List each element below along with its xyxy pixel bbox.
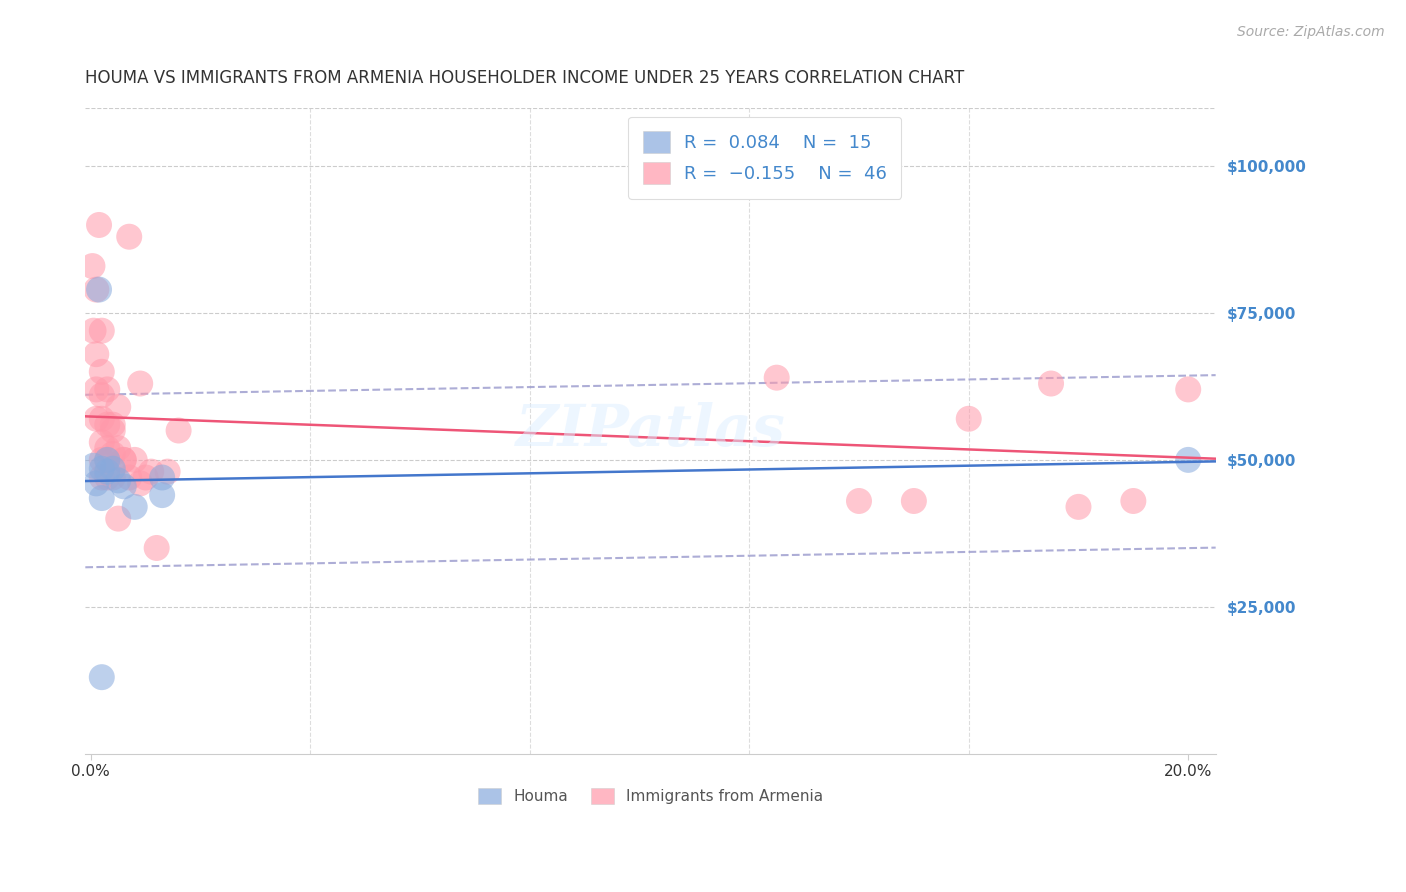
Point [101,417,124,432]
Point [90,470,112,484]
Point [101,424,124,438]
Point [87,283,110,297]
Point [90,453,112,467]
Point [150,488,173,502]
Point [1122,494,1144,508]
Point [82,259,104,273]
Legend: Houma, Immigrants from Armenia: Houma, Immigrants from Armenia [472,782,830,811]
Point [90,670,112,684]
Point [141,465,163,479]
Point [124,453,146,467]
Point [96,453,118,467]
Point [129,376,152,391]
Point [112,479,135,493]
Point [848,494,870,508]
Point [765,370,787,384]
Point [84,283,107,297]
Point [107,511,129,525]
Point [1177,453,1199,467]
Point [90,388,112,402]
Point [107,474,129,488]
Point [156,465,179,479]
Point [96,417,118,432]
Point [90,411,112,425]
Point [107,400,129,414]
Text: HOUMA VS IMMIGRANTS FROM ARMENIA HOUSEHOLDER INCOME UNDER 25 YEARS CORRELATION C: HOUMA VS IMMIGRANTS FROM ARMENIA HOUSEHO… [86,69,965,87]
Text: Source: ZipAtlas.com: Source: ZipAtlas.com [1237,25,1385,39]
Point [87,218,110,232]
Point [84,411,107,425]
Point [129,476,152,491]
Point [118,229,141,244]
Point [90,435,112,450]
Point [90,365,112,379]
Point [84,476,107,491]
Point [1067,500,1090,514]
Point [83,458,105,473]
Point [957,411,980,425]
Point [90,491,112,505]
Point [101,461,124,475]
Point [83,324,105,338]
Point [101,470,124,484]
Text: ZIPatlas: ZIPatlas [516,402,786,458]
Point [96,383,118,397]
Point [96,470,118,484]
Point [101,447,124,461]
Point [124,500,146,514]
Point [1040,376,1063,391]
Point [96,441,118,455]
Point [96,453,118,467]
Point [112,453,135,467]
Point [167,424,190,438]
Point [150,470,173,484]
Point [90,324,112,338]
Point [135,470,157,484]
Point [84,347,107,361]
Point [1177,383,1199,397]
Point [118,470,141,484]
Point [107,441,129,455]
Point [903,494,925,508]
Point [145,541,167,555]
Point [112,453,135,467]
Point [84,383,107,397]
Point [90,461,112,475]
Point [96,465,118,479]
